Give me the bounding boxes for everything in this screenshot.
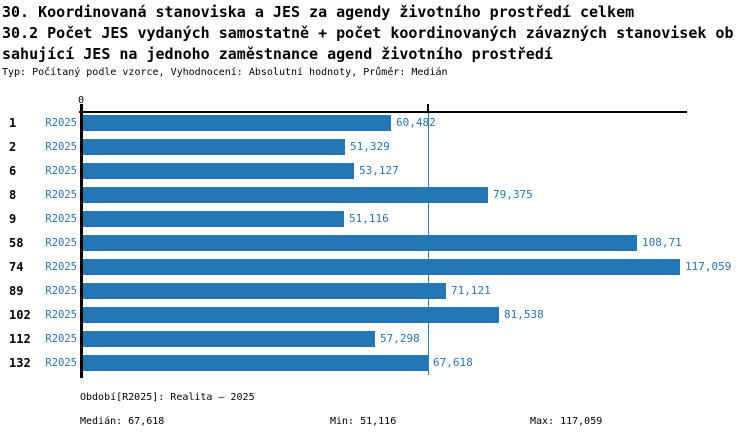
bar	[83, 355, 428, 371]
row-category-label: 89	[9, 284, 24, 298]
row-category-label: 102	[9, 308, 31, 322]
bar	[83, 139, 345, 155]
bar	[83, 331, 375, 347]
row-category-label: 9	[9, 212, 17, 226]
row-category-label: 132	[9, 356, 31, 370]
bar-value-label: 81,538	[504, 308, 544, 321]
chart-row: 8 R2025 79,375	[0, 183, 750, 207]
bar	[83, 283, 446, 299]
chart-row: 89 R2025 71,121	[0, 279, 750, 303]
bar-value-label: 53,127	[359, 164, 399, 177]
bar	[83, 307, 499, 323]
row-category-label: 2	[9, 140, 17, 154]
row-series-label: R2025	[45, 117, 77, 129]
row-series-label: R2025	[45, 285, 77, 297]
chart-row: 2 R2025 51,329	[0, 135, 750, 159]
bar	[83, 259, 680, 275]
y-axis-line	[80, 104, 83, 378]
row-series-label: R2025	[45, 309, 77, 321]
bar-value-label: 51,329	[350, 140, 390, 153]
bar	[83, 163, 354, 179]
chart-row: 9 R2025 51,116	[0, 207, 750, 231]
x-axis-line	[79, 111, 687, 113]
stat-median: Medián: 67,618	[80, 416, 165, 427]
bar-value-label: 67,618	[433, 356, 473, 369]
chart-row: 74 R2025 117,059	[0, 255, 750, 279]
chart-row: 102 R2025 81,538	[0, 303, 750, 327]
row-series-label: R2025	[45, 141, 77, 153]
period-legend: Období[R2025]: Realita – 2025	[80, 392, 255, 403]
stat-max: Max: 117,059	[530, 416, 603, 427]
bar-value-label: 117,059	[685, 260, 732, 273]
page-title-line2: 30.2 Počet JES vydaných samostatně + poč…	[2, 24, 734, 42]
row-category-label: 112	[9, 332, 31, 346]
bar	[83, 187, 488, 203]
bar-value-label: 79,375	[493, 188, 533, 201]
chart-row: 112 R2025 57,298	[0, 327, 750, 351]
row-series-label: R2025	[45, 165, 77, 177]
bar-value-label: 60,482	[396, 116, 436, 129]
bar-value-label: 108,71	[642, 236, 682, 249]
row-series-label: R2025	[45, 333, 77, 345]
chart-row: 6 R2025 53,127	[0, 159, 750, 183]
bar-value-label: 51,116	[349, 212, 389, 225]
row-series-label: R2025	[45, 213, 77, 225]
bar	[83, 235, 637, 251]
row-category-label: 58	[9, 236, 24, 250]
row-series-label: R2025	[45, 357, 77, 369]
row-category-label: 74	[9, 260, 24, 274]
page-title-line1: 30. Koordinovaná stanoviska a JES za age…	[2, 3, 635, 21]
chart-meta-info: Typ: Počítaný podle vzorce, Vyhodnocení:…	[2, 67, 448, 78]
row-series-label: R2025	[45, 189, 77, 201]
bar	[83, 115, 391, 131]
page-title-line3: sahující JES na jednoho zaměstnance agen…	[2, 45, 553, 63]
bar-value-label: 71,121	[451, 284, 491, 297]
bar	[83, 211, 344, 227]
row-category-label: 6	[9, 164, 17, 178]
row-category-label: 1	[9, 116, 17, 130]
row-category-label: 8	[9, 188, 17, 202]
x-axis-origin-label: 0	[77, 95, 85, 106]
chart-row: 1 R2025 60,482	[0, 111, 750, 135]
chart-row: 58 R2025 108,71	[0, 231, 750, 255]
bar-value-label: 57,298	[380, 332, 420, 345]
row-series-label: R2025	[45, 237, 77, 249]
stat-min: Min: 51,116	[330, 416, 397, 427]
row-series-label: R2025	[45, 261, 77, 273]
median-axis-tick	[427, 104, 429, 113]
chart-row: 132 R2025 67,618	[0, 351, 750, 375]
